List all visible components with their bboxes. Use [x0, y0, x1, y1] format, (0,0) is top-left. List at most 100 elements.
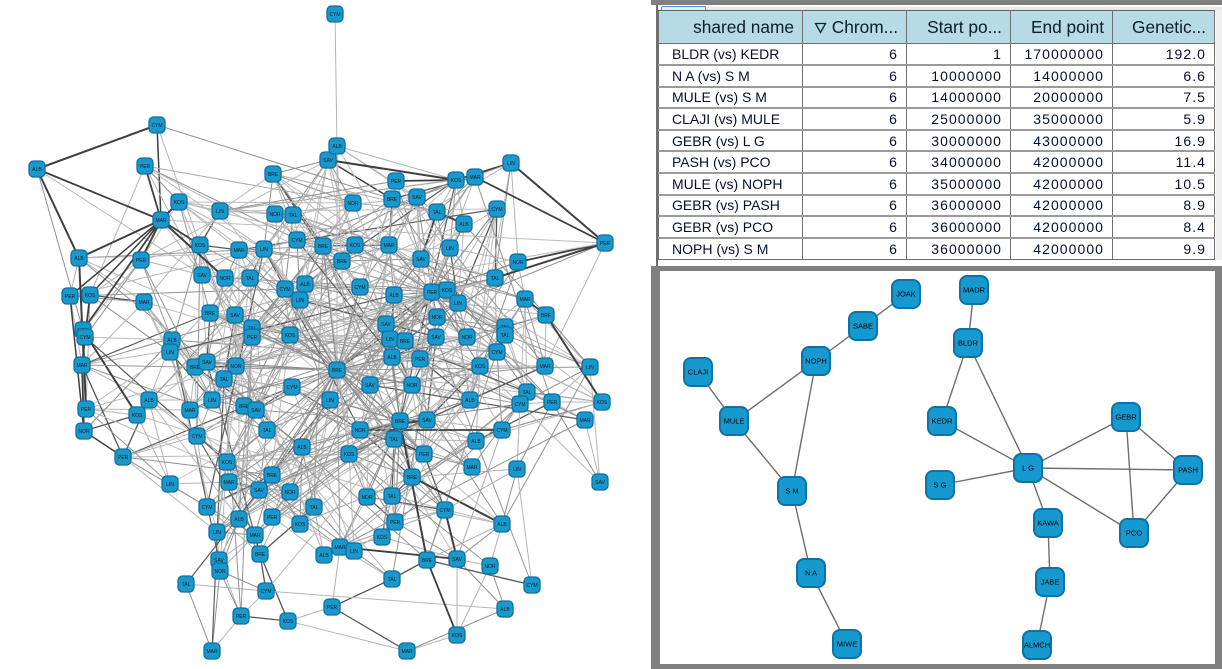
svg-text:CYM: CYM	[201, 505, 212, 511]
svg-text:SAV: SAV	[251, 408, 261, 414]
svg-text:PER: PER	[419, 452, 430, 458]
svg-text:MAR: MAR	[233, 248, 245, 254]
svg-text:KOS: KOS	[222, 460, 233, 466]
svg-text:ALB: ALB	[471, 439, 481, 445]
svg-text:CYM: CYM	[79, 335, 90, 341]
svg-text:NOR: NOR	[347, 201, 359, 207]
svg-text:KOS: KOS	[377, 535, 388, 541]
svg-text:CYM: CYM	[496, 428, 507, 434]
svg-text:TAL: TAL	[388, 494, 397, 500]
svg-text:KOS: KOS	[283, 619, 294, 625]
svg-text:TAL: TAL	[390, 437, 399, 443]
svg-text:KOS: KOS	[295, 522, 306, 528]
svg-text:NOR: NOR	[354, 428, 366, 434]
svg-text:CYM: CYM	[439, 508, 450, 514]
svg-text:TAL: TAL	[388, 577, 397, 583]
svg-text:LIN: LIN	[454, 301, 462, 307]
svg-text:MAR: MAR	[401, 649, 413, 655]
svg-text:LIN: LIN	[216, 209, 224, 215]
svg-text:BRE: BRE	[268, 172, 279, 178]
svg-text:ALB: ALB	[387, 355, 397, 361]
svg-text:PASH: PASH	[1178, 466, 1198, 475]
svg-text:CYM: CYM	[191, 434, 202, 440]
svg-text:NOR: NOR	[484, 564, 496, 570]
svg-text:N A: N A	[805, 569, 817, 578]
svg-text:PER: PER	[136, 258, 147, 264]
svg-text:MAR: MAR	[223, 480, 235, 486]
svg-text:KEDR: KEDR	[932, 417, 953, 426]
svg-text:SAV: SAV	[422, 418, 432, 424]
svg-text:MAR: MAR	[539, 364, 551, 370]
svg-text:TAL: TAL	[220, 377, 229, 383]
svg-text:TAL: TAL	[263, 428, 272, 434]
svg-text:ALB: ALB	[332, 144, 342, 150]
svg-text:BRE: BRE	[395, 419, 406, 425]
svg-text:BRE: BRE	[332, 368, 343, 374]
svg-text:BRE: BRE	[407, 475, 418, 481]
svg-text:ALB: ALB	[167, 338, 177, 344]
svg-text:LIN: LIN	[208, 398, 216, 404]
svg-text:NOR: NOR	[230, 364, 242, 370]
svg-text:LIN: LIN	[166, 482, 174, 488]
svg-text:SAV: SAV	[431, 335, 441, 341]
svg-text:PER: PER	[391, 179, 402, 185]
svg-text:NOR: NOR	[284, 490, 296, 496]
svg-text:LIN: LIN	[507, 161, 515, 167]
svg-text:SAV: SAV	[323, 158, 333, 164]
svg-text:NOR: NOR	[512, 260, 524, 266]
svg-text:LIN: LIN	[513, 467, 521, 473]
svg-text:CYM: CYM	[279, 287, 290, 293]
svg-text:SAV: SAV	[230, 313, 240, 319]
svg-text:MAR: MAR	[334, 545, 346, 551]
svg-text:LIN: LIN	[350, 549, 358, 555]
svg-text:CYM: CYM	[354, 285, 365, 291]
svg-text:GEBR: GEBR	[1115, 413, 1137, 422]
svg-text:MAR: MAR	[249, 533, 261, 539]
svg-text:KOS: KOS	[195, 243, 206, 249]
svg-text:KOS: KOS	[442, 288, 453, 294]
svg-text:TAL: TAL	[523, 390, 532, 396]
svg-text:TAL: TAL	[433, 210, 442, 216]
svg-text:BRE: BRE	[255, 552, 266, 558]
svg-text:BRE: BRE	[422, 558, 433, 564]
svg-text:LIN: LIN	[213, 530, 221, 536]
svg-text:PER: PER	[140, 164, 151, 170]
svg-text:TAL: TAL	[182, 582, 191, 588]
svg-text:BRE: BRE	[239, 404, 250, 410]
svg-text:PER: PER	[427, 290, 438, 296]
svg-text:ALB: ALB	[297, 445, 307, 451]
svg-text:NOR: NOR	[78, 429, 90, 435]
svg-text:NOR: NOR	[406, 383, 418, 389]
svg-text:BRE: BRE	[337, 259, 348, 265]
svg-text:PER: PER	[327, 605, 338, 611]
svg-text:KOS: KOS	[285, 333, 296, 339]
svg-text:MAR: MAR	[579, 418, 591, 424]
svg-text:CLAJI: CLAJI	[688, 368, 708, 377]
svg-text:LIN: LIN	[260, 247, 268, 253]
svg-text:TAL: TAL	[501, 333, 510, 339]
svg-text:PER: PER	[118, 455, 129, 461]
svg-text:KOS: KOS	[451, 178, 462, 184]
svg-text:LIN: LIN	[386, 337, 394, 343]
svg-text:MAR: MAR	[469, 175, 481, 181]
svg-text:S M: S M	[785, 487, 798, 496]
svg-text:CYM: CYM	[491, 207, 502, 213]
svg-text:TAL: TAL	[289, 213, 298, 219]
svg-text:LIN: LIN	[166, 350, 174, 356]
svg-text:ALB: ALB	[500, 607, 510, 613]
svg-text:ALB: ALB	[465, 398, 475, 404]
svg-text:TAL: TAL	[310, 505, 319, 511]
svg-text:SAV: SAV	[452, 557, 462, 563]
svg-text:SAV: SAV	[381, 322, 391, 328]
svg-text:MAR: MAR	[466, 465, 478, 471]
svg-text:JABE: JABE	[1041, 578, 1060, 587]
svg-text:SAV: SAV	[197, 273, 207, 279]
svg-text:ALB: ALB	[459, 222, 469, 228]
svg-text:MAR: MAR	[383, 243, 395, 249]
svg-text:KOS: KOS	[597, 400, 608, 406]
svg-text:PER: PER	[236, 614, 247, 620]
svg-text:NOR: NOR	[431, 315, 443, 321]
svg-text:ALB: ALB	[74, 256, 84, 262]
svg-text:PER: PER	[390, 520, 401, 526]
svg-text:KOS: KOS	[174, 200, 185, 206]
